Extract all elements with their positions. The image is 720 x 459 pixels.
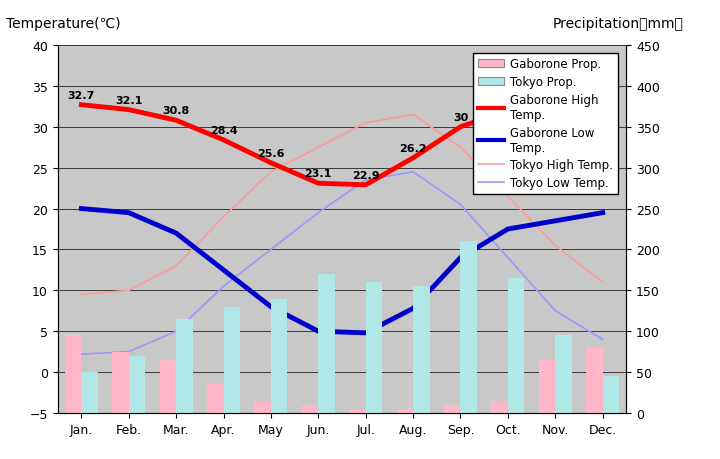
Bar <box>129 356 145 413</box>
Bar <box>491 401 508 413</box>
Tokyo High Temp. <box>172 263 181 269</box>
Gaborone Low
Temp. <box>361 330 370 336</box>
Text: 28.4: 28.4 <box>210 126 238 136</box>
Bar <box>207 385 223 413</box>
Bar <box>349 409 366 413</box>
Tokyo High Temp. <box>361 121 370 126</box>
Gaborone High
Temp. <box>409 156 418 161</box>
Gaborone High
Temp. <box>598 104 607 110</box>
Bar <box>254 401 271 413</box>
Tokyo Low Temp. <box>503 255 512 261</box>
Tokyo Low Temp. <box>219 284 228 289</box>
Tokyo Low Temp. <box>266 247 275 252</box>
Tokyo Low Temp. <box>125 349 133 355</box>
Gaborone High
Temp. <box>266 161 275 166</box>
Gaborone Low
Temp. <box>598 210 607 216</box>
Bar <box>176 319 193 413</box>
Tokyo Low Temp. <box>314 210 323 216</box>
Bar <box>366 283 382 413</box>
Legend: Gaborone Prop., Tokyo Prop., Gaborone High
Temp., Gaborone Low
Temp., Tokyo High: Gaborone Prop., Tokyo Prop., Gaborone Hi… <box>474 54 618 194</box>
Text: 32.3: 32.3 <box>541 94 569 104</box>
Bar <box>318 274 335 413</box>
Line: Gaborone Low
Temp.: Gaborone Low Temp. <box>81 209 603 333</box>
Gaborone High
Temp. <box>314 181 323 186</box>
Tokyo High Temp. <box>125 288 133 293</box>
Bar <box>302 405 318 413</box>
Gaborone Low
Temp. <box>551 218 559 224</box>
Tokyo Low Temp. <box>551 308 559 314</box>
Bar <box>397 409 413 413</box>
Text: 25.6: 25.6 <box>257 149 284 158</box>
Bar <box>223 307 240 413</box>
Tokyo Low Temp. <box>409 170 418 175</box>
Bar <box>444 405 461 413</box>
Tokyo Low Temp. <box>172 329 181 334</box>
Gaborone High
Temp. <box>361 183 370 188</box>
Tokyo High Temp. <box>503 194 512 200</box>
Line: Tokyo Low Temp.: Tokyo Low Temp. <box>81 173 603 354</box>
Tokyo High Temp. <box>314 145 323 151</box>
Gaborone Low
Temp. <box>456 255 465 261</box>
Bar <box>586 348 603 413</box>
Tokyo Low Temp. <box>77 352 86 357</box>
Text: 32.1: 32.1 <box>115 95 143 106</box>
Bar <box>271 299 287 413</box>
Gaborone High
Temp. <box>551 106 559 112</box>
Bar <box>413 286 430 413</box>
Bar <box>555 336 572 413</box>
Gaborone Low
Temp. <box>219 268 228 273</box>
Bar <box>112 352 129 413</box>
Gaborone Low
Temp. <box>172 231 181 236</box>
Tokyo Low Temp. <box>456 202 465 208</box>
Gaborone Low
Temp. <box>266 304 275 310</box>
Tokyo High Temp. <box>598 280 607 285</box>
Bar <box>508 279 524 413</box>
Gaborone Low
Temp. <box>503 227 512 232</box>
Text: 30: 30 <box>453 112 468 123</box>
Tokyo High Temp. <box>266 170 275 175</box>
Gaborone High
Temp. <box>219 138 228 143</box>
Bar <box>539 360 555 413</box>
Gaborone Low
Temp. <box>409 306 418 311</box>
Gaborone Low
Temp. <box>314 329 323 334</box>
Text: Precipitation（mm）: Precipitation（mm） <box>552 17 683 31</box>
Line: Tokyo High Temp.: Tokyo High Temp. <box>81 115 603 295</box>
Gaborone High
Temp. <box>172 118 181 124</box>
Text: 32.7: 32.7 <box>68 90 95 101</box>
Tokyo High Temp. <box>77 292 86 297</box>
Tokyo High Temp. <box>456 145 465 151</box>
Bar <box>461 242 477 413</box>
Bar <box>81 372 98 413</box>
Text: 30.8: 30.8 <box>163 106 190 116</box>
Gaborone Low
Temp. <box>77 207 86 212</box>
Text: Temperature(℃): Temperature(℃) <box>6 17 121 31</box>
Bar <box>160 360 176 413</box>
Gaborone High
Temp. <box>125 107 133 113</box>
Text: 32.5: 32.5 <box>589 92 616 102</box>
Tokyo High Temp. <box>551 243 559 249</box>
Text: 23.1: 23.1 <box>305 169 332 179</box>
Line: Gaborone High
Temp.: Gaborone High Temp. <box>81 106 603 185</box>
Tokyo High Temp. <box>219 214 228 220</box>
Bar <box>603 376 619 413</box>
Gaborone High
Temp. <box>503 108 512 114</box>
Text: 26.2: 26.2 <box>400 144 427 154</box>
Tokyo Low Temp. <box>598 337 607 342</box>
Text: 22.9: 22.9 <box>352 171 379 180</box>
Gaborone Low
Temp. <box>125 210 133 216</box>
Bar <box>65 336 81 413</box>
Gaborone High
Temp. <box>456 125 465 130</box>
Tokyo High Temp. <box>409 112 418 118</box>
Text: 32: 32 <box>500 96 516 106</box>
Gaborone High
Temp. <box>77 103 86 108</box>
Tokyo Low Temp. <box>361 178 370 183</box>
